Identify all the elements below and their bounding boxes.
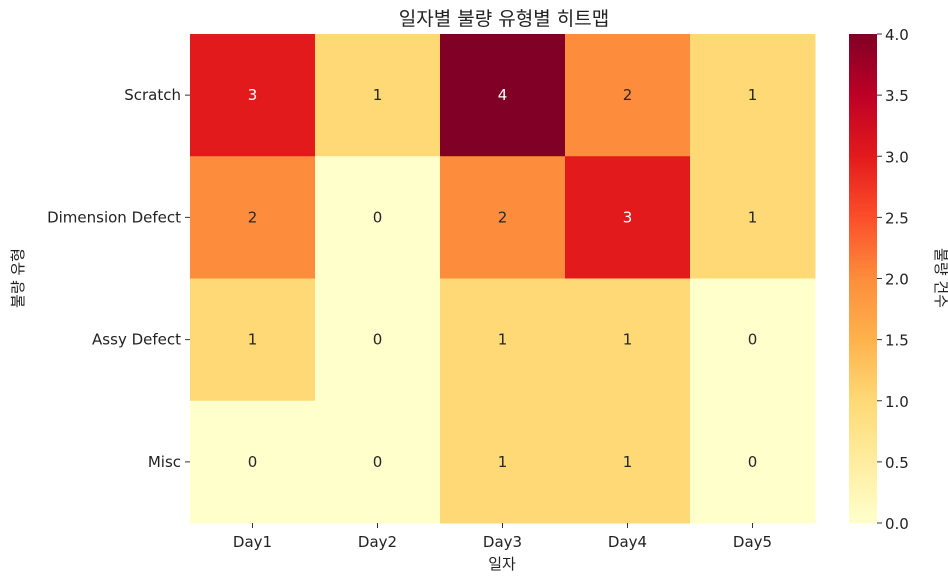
y-tick-label: Dimension Defect [47, 208, 181, 226]
cell-value-label: 3 [248, 86, 258, 104]
colorbar-label: 불량 건수 [932, 248, 948, 308]
heatmap-cells [190, 34, 816, 524]
heatmap-cell [190, 400, 316, 524]
y-tick-label: Misc [148, 453, 181, 471]
heatmap-cell [690, 156, 816, 279]
colorbar-tick-label: 0.0 [885, 515, 909, 533]
y-tick-label: Scratch [124, 86, 181, 104]
x-tick-label: Day1 [233, 533, 272, 551]
heatmap-cell [440, 34, 566, 157]
heatmap-cell [565, 34, 691, 157]
cell-value-label: 0 [373, 331, 383, 349]
heatmap-cell [315, 34, 441, 157]
colorbar-tick-label: 3.0 [885, 148, 909, 166]
heatmap-cell [690, 34, 816, 157]
cell-value-label: 0 [748, 331, 758, 349]
y-axis-ticks: Scratch Dimension Defect Assy Defect Misc [47, 86, 190, 471]
heatmap-cell [315, 400, 441, 524]
heatmap-cell [190, 34, 316, 157]
heatmap-cell [440, 278, 566, 402]
cell-value-label: 2 [248, 208, 258, 226]
heatmap-cell [315, 156, 441, 279]
colorbar [849, 34, 877, 523]
cell-value-label: 0 [373, 208, 383, 226]
heatmap-cell-labels: 3 1 4 2 1 2 0 2 3 1 1 0 1 1 0 0 0 1 1 0 [248, 86, 758, 471]
colorbar-tick-label: 1.0 [885, 393, 909, 411]
cell-value-label: 4 [498, 86, 508, 104]
chart-title: 일자별 불량 유형별 히트맵 [399, 8, 609, 30]
cell-value-label: 1 [623, 453, 633, 471]
x-tick-label: Day5 [733, 533, 772, 551]
cell-value-label: 1 [498, 331, 508, 349]
x-axis-ticks: Day1 Day2 Day3 Day4 Day5 [233, 523, 772, 551]
cell-value-label: 3 [623, 208, 633, 226]
cell-value-label: 1 [248, 331, 258, 349]
cell-value-label: 1 [498, 453, 508, 471]
colorbar-tick-label: 4.0 [885, 26, 909, 44]
colorbar-tick-label: 1.5 [885, 332, 909, 350]
cell-value-label: 1 [623, 331, 633, 349]
colorbar-tick-label: 2.0 [885, 271, 909, 289]
heatmap-cell [190, 278, 316, 402]
x-axis-label: 일자 [488, 555, 516, 573]
heatmap-cell [565, 400, 691, 524]
heatmap-cell [565, 278, 691, 402]
x-tick-label: Day3 [483, 533, 522, 551]
heatmap-cell [315, 278, 441, 402]
y-tick-label: Assy Defect [92, 331, 181, 349]
cell-value-label: 1 [748, 86, 758, 104]
heatmap-cell [690, 400, 816, 524]
heatmap-cell [565, 156, 691, 279]
heatmap-cell [440, 400, 566, 524]
cell-value-label: 1 [373, 86, 383, 104]
cell-value-label: 0 [248, 453, 258, 471]
cell-value-label: 1 [748, 208, 758, 226]
y-axis-label: 불량 유형 [9, 248, 27, 308]
colorbar-tick-label: 0.5 [885, 454, 909, 472]
x-tick-label: Day2 [358, 533, 397, 551]
colorbar-ticks: 0.0 0.5 1.0 1.5 2.0 2.5 3.0 3.5 4.0 [877, 26, 909, 533]
heatmap-cell [440, 156, 566, 279]
x-tick-label: Day4 [608, 533, 647, 551]
heatmap-cell [690, 278, 816, 402]
cell-value-label: 0 [373, 453, 383, 471]
colorbar-tick-label: 2.5 [885, 209, 909, 227]
cell-value-label: 0 [748, 453, 758, 471]
colorbar-tick-label: 3.5 [885, 87, 909, 105]
cell-value-label: 2 [498, 208, 508, 226]
cell-value-label: 2 [623, 86, 633, 104]
heatmap-cell [190, 156, 316, 279]
